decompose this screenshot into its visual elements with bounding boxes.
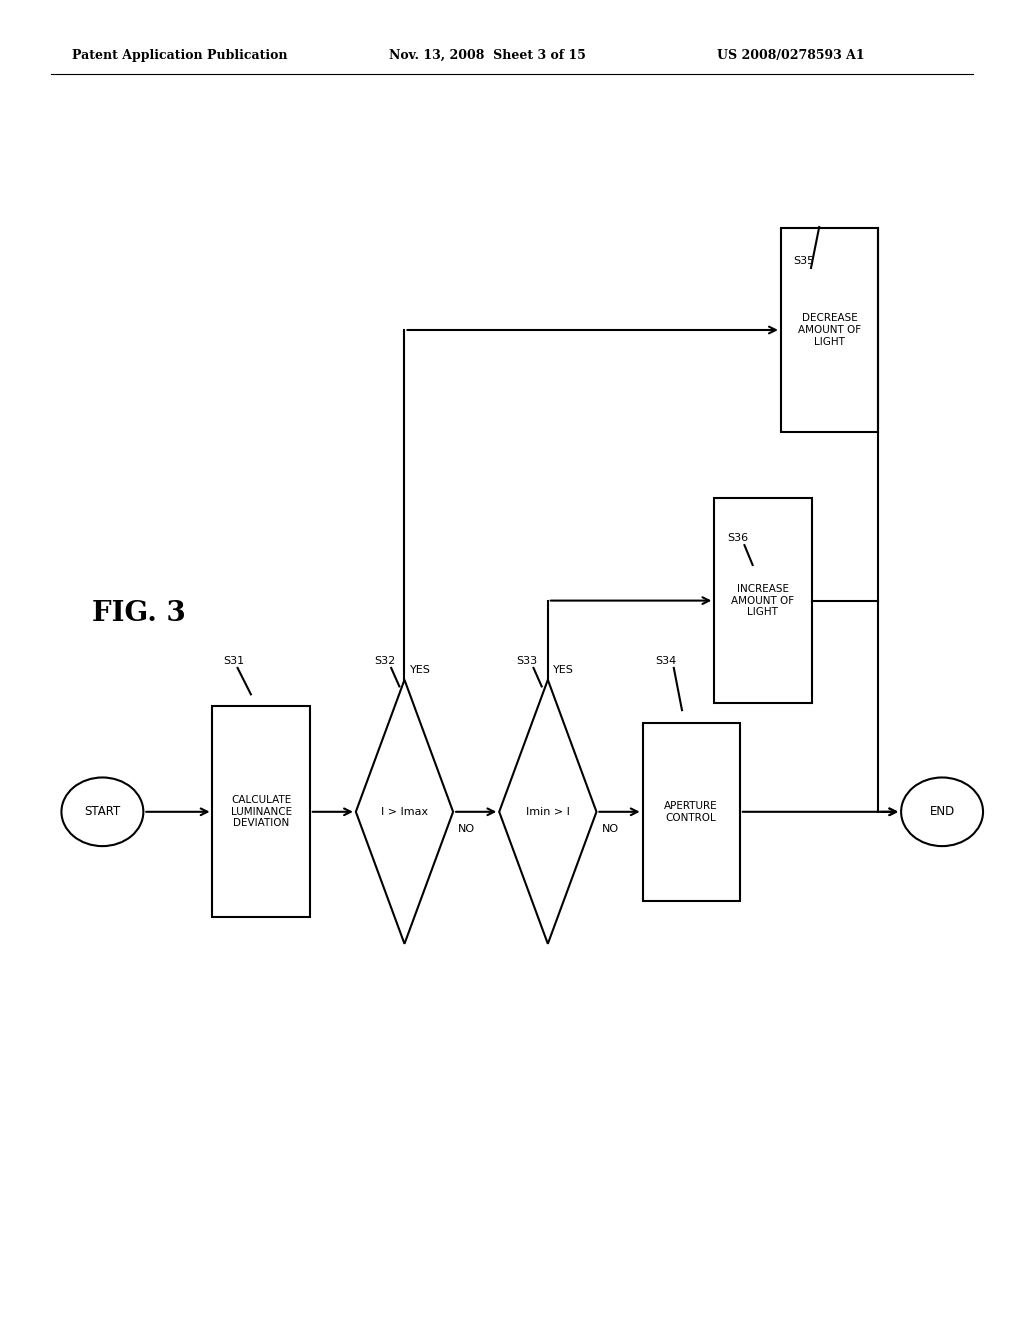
- Text: YES: YES: [553, 665, 573, 676]
- Text: S31: S31: [223, 656, 245, 667]
- Text: US 2008/0278593 A1: US 2008/0278593 A1: [717, 49, 864, 62]
- Text: S32: S32: [374, 656, 395, 667]
- Text: END: END: [930, 805, 954, 818]
- Polygon shape: [500, 680, 596, 944]
- Text: NO: NO: [602, 824, 618, 834]
- Text: Nov. 13, 2008  Sheet 3 of 15: Nov. 13, 2008 Sheet 3 of 15: [389, 49, 586, 62]
- FancyBboxPatch shape: [715, 498, 811, 702]
- Ellipse shape: [61, 777, 143, 846]
- FancyBboxPatch shape: [643, 722, 739, 900]
- FancyBboxPatch shape: [213, 706, 309, 917]
- Text: INCREASE
AMOUNT OF
LIGHT: INCREASE AMOUNT OF LIGHT: [731, 583, 795, 618]
- Ellipse shape: [901, 777, 983, 846]
- Text: I > Imax: I > Imax: [381, 807, 428, 817]
- Text: S33: S33: [516, 656, 538, 667]
- Text: Imin > I: Imin > I: [526, 807, 569, 817]
- Text: S34: S34: [655, 656, 677, 667]
- FancyBboxPatch shape: [781, 227, 879, 433]
- Text: Patent Application Publication: Patent Application Publication: [72, 49, 287, 62]
- Text: NO: NO: [459, 824, 475, 834]
- Text: YES: YES: [410, 665, 430, 676]
- Polygon shape: [356, 680, 453, 944]
- Text: S35: S35: [794, 256, 815, 267]
- Text: START: START: [84, 805, 121, 818]
- Text: S36: S36: [727, 533, 749, 544]
- Text: APERTURE
CONTROL: APERTURE CONTROL: [665, 801, 718, 822]
- Text: FIG. 3: FIG. 3: [92, 601, 186, 627]
- Text: DECREASE
AMOUNT OF
LIGHT: DECREASE AMOUNT OF LIGHT: [798, 313, 861, 347]
- Text: CALCULATE
LUMINANCE
DEVIATION: CALCULATE LUMINANCE DEVIATION: [230, 795, 292, 829]
